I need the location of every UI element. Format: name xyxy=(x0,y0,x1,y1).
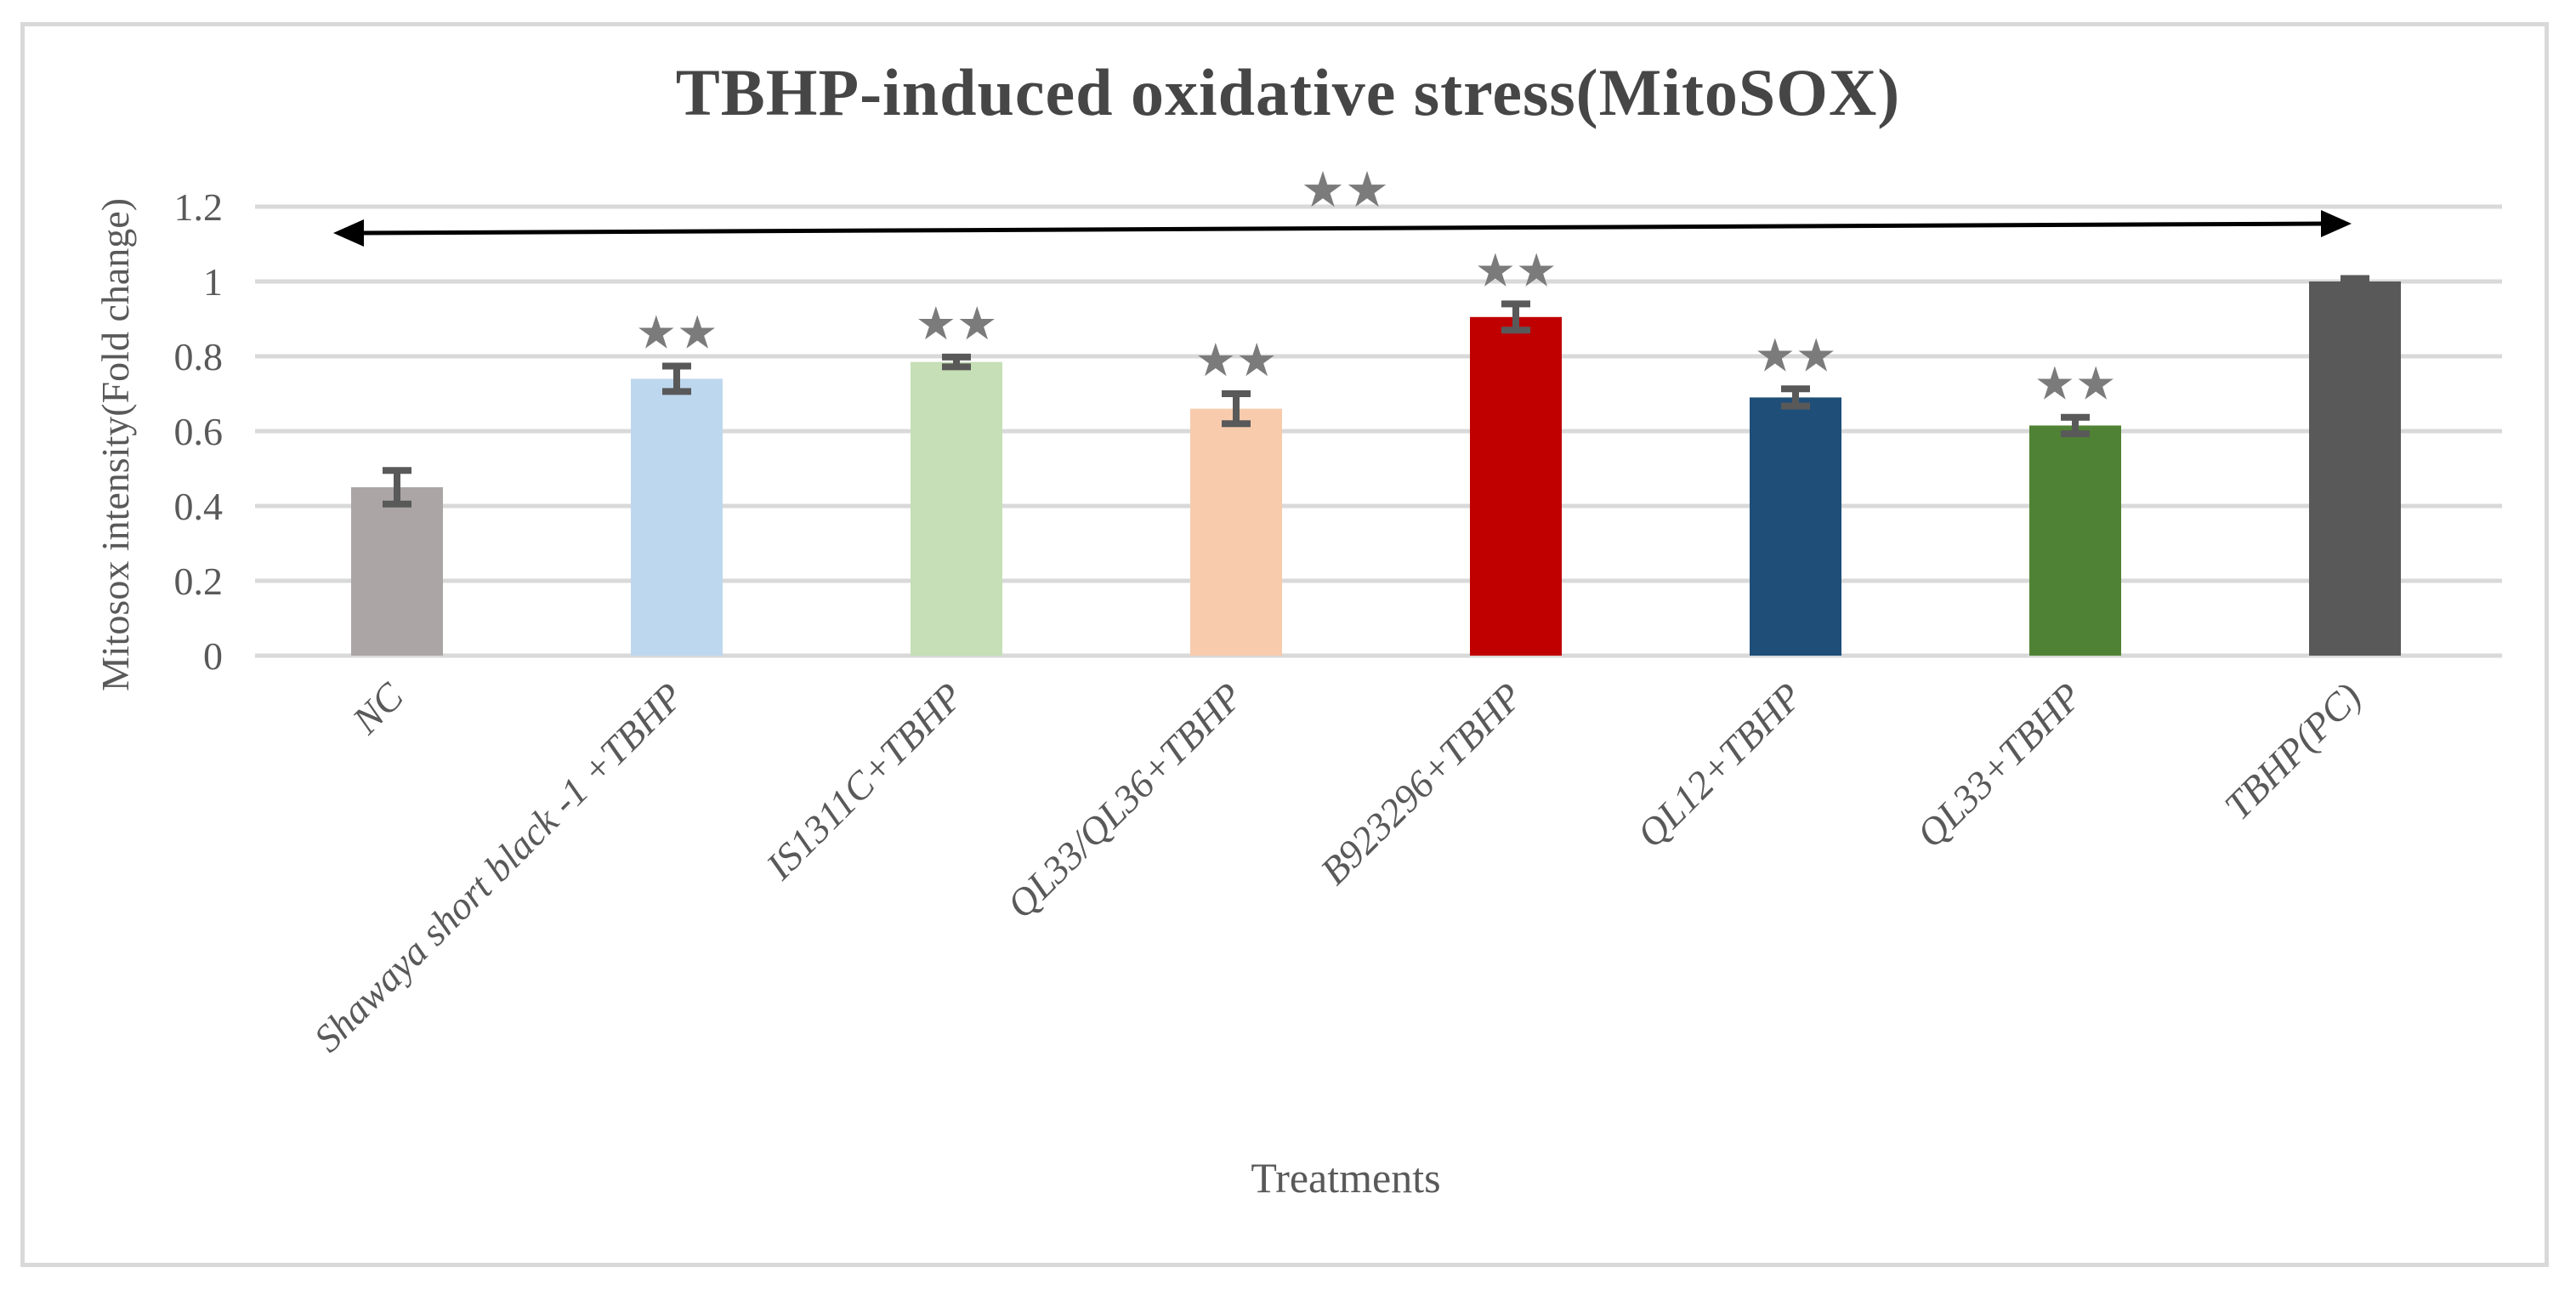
comparison-arrow-line xyxy=(358,221,2327,236)
y-tick-label: 0.4 xyxy=(174,485,224,528)
bar xyxy=(2029,425,2121,656)
bar xyxy=(1190,408,1282,656)
bar xyxy=(1470,316,1562,656)
chart-title: TBHP-induced oxidative stress(MitoSOX) xyxy=(675,55,1901,129)
bar xyxy=(2309,281,2401,656)
bar xyxy=(911,361,1002,656)
y-tick-label: 0.2 xyxy=(174,560,224,603)
significance-stars: ★★ xyxy=(636,305,718,359)
x-axis-title: Treatments xyxy=(1251,1154,1441,1202)
bar xyxy=(631,378,723,656)
y-tick-label: 0.8 xyxy=(174,335,224,378)
y-tick-label: 1.2 xyxy=(174,185,224,229)
arrowhead-right xyxy=(2321,210,2352,237)
significance-stars: ★★ xyxy=(2034,357,2117,411)
significance-stars: ★★ xyxy=(916,297,998,350)
arrowhead-left xyxy=(333,219,364,247)
y-tick-label: 1 xyxy=(203,260,223,304)
bar xyxy=(1750,397,1841,656)
comparison-significance-stars: ★★ xyxy=(1301,161,1389,219)
figure-border xyxy=(20,22,2549,1267)
bar xyxy=(351,487,443,656)
significance-stars: ★★ xyxy=(1475,243,1558,297)
y-tick-label: 0.6 xyxy=(174,410,224,453)
y-tick-label: 0 xyxy=(203,634,223,678)
significance-stars: ★★ xyxy=(1195,333,1278,387)
y-axis-title: Mitosox intensity(Fold change) xyxy=(94,197,137,692)
significance-stars: ★★ xyxy=(1755,328,1837,382)
